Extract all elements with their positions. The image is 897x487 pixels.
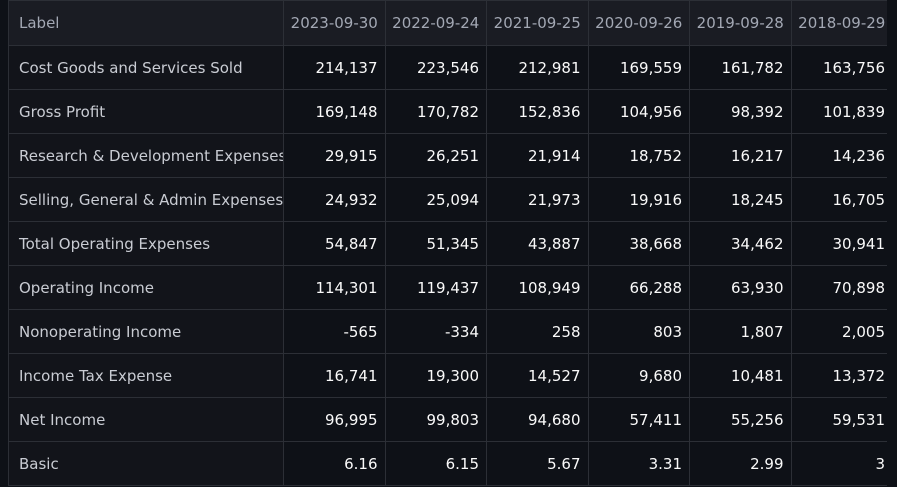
column-header-label[interactable]: Label — [8, 0, 284, 46]
value-cell[interactable]: 214,137 — [283, 45, 386, 90]
column-header-2018[interactable]: 2018-09-29 — [790, 0, 887, 46]
financial-data-table: Label 2023-09-30 2022-09-24 2021-09-25 2… — [8, 0, 887, 486]
value-cell[interactable]: 10,481 — [689, 353, 792, 398]
value-cell[interactable]: 25,094 — [384, 177, 487, 222]
value-cell[interactable]: 34,462 — [689, 221, 792, 266]
value-cell[interactable]: 13,372 — [790, 353, 887, 398]
table-row[interactable]: Nonoperating Income -565 -334 258 803 1,807 2,… — [8, 309, 887, 354]
value-cell[interactable]: 223,546 — [384, 45, 487, 90]
value-cell[interactable]: 18,245 — [689, 177, 792, 222]
value-cell[interactable]: 16,705 — [790, 177, 887, 222]
value-cell[interactable]: 16,217 — [689, 133, 792, 178]
row-label-cell[interactable]: Operating Income — [8, 265, 284, 310]
value-cell[interactable]: 803 — [587, 309, 690, 354]
value-cell[interactable]: 169,148 — [283, 89, 386, 134]
value-cell[interactable]: 30,941 — [790, 221, 887, 266]
value-cell[interactable]: 119,437 — [384, 265, 487, 310]
table-row[interactable]: Selling, General & Admin Expenses 24,932 2… — [8, 177, 887, 222]
value-cell[interactable]: 14,527 — [486, 353, 589, 398]
table-row[interactable]: Income Tax Expense 16,741 19,300 14,527 9,68… — [8, 353, 887, 398]
value-cell[interactable]: 51,345 — [384, 221, 487, 266]
value-cell[interactable]: 43,887 — [486, 221, 589, 266]
table-row[interactable]: Operating Income 114,301 119,437 108,949 66,… — [8, 265, 887, 310]
row-label-cell[interactable]: Research & Development Expenses — [8, 133, 284, 178]
value-cell[interactable]: 21,973 — [486, 177, 589, 222]
value-cell[interactable]: 6.15 — [384, 441, 487, 486]
value-cell[interactable]: 55,256 — [689, 397, 792, 442]
value-cell[interactable]: 54,847 — [283, 221, 386, 266]
value-cell[interactable]: 19,300 — [384, 353, 487, 398]
value-cell[interactable]: 163,756 — [790, 45, 887, 90]
value-cell[interactable]: 21,914 — [486, 133, 589, 178]
value-cell[interactable]: 161,782 — [689, 45, 792, 90]
value-cell[interactable]: 18,752 — [587, 133, 690, 178]
value-cell[interactable]: 101,839 — [790, 89, 887, 134]
value-cell[interactable]: 26,251 — [384, 133, 487, 178]
column-header-2023[interactable]: 2023-09-30 — [283, 0, 386, 46]
value-cell[interactable]: 5.67 — [486, 441, 589, 486]
value-cell[interactable]: 16,741 — [283, 353, 386, 398]
value-cell[interactable]: -565 — [283, 309, 386, 354]
value-cell[interactable]: 99,803 — [384, 397, 487, 442]
value-cell[interactable]: 258 — [486, 309, 589, 354]
value-cell[interactable]: 94,680 — [486, 397, 589, 442]
value-cell[interactable]: 3.31 — [587, 441, 690, 486]
row-label-cell[interactable]: Gross Profit — [8, 89, 284, 134]
row-label-cell[interactable]: Nonoperating Income — [8, 309, 284, 354]
value-cell[interactable]: 212,981 — [486, 45, 589, 90]
value-cell[interactable]: 3 — [790, 441, 887, 486]
value-cell[interactable]: 59,531 — [790, 397, 887, 442]
header-row: Label 2023-09-30 2022-09-24 2021-09-25 2… — [8, 0, 887, 46]
row-label-cell[interactable]: Basic — [8, 441, 284, 486]
value-cell[interactable]: 70,898 — [790, 265, 887, 310]
value-cell[interactable]: 9,680 — [587, 353, 690, 398]
value-cell[interactable]: 169,559 — [587, 45, 690, 90]
table-body: Cost Goods and Services Sold 214,137 223,5… — [8, 45, 887, 486]
value-cell[interactable]: 114,301 — [283, 265, 386, 310]
column-header-2021[interactable]: 2021-09-25 — [486, 0, 589, 46]
value-cell[interactable]: 29,915 — [283, 133, 386, 178]
value-cell[interactable]: 66,288 — [587, 265, 690, 310]
value-cell[interactable]: 24,932 — [283, 177, 386, 222]
value-cell[interactable]: 170,782 — [384, 89, 487, 134]
table-row[interactable]: Gross Profit 169,148 170,782 152,836 104,956… — [8, 89, 887, 134]
table-row[interactable]: Total Operating Expenses 54,847 51,345 43,8… — [8, 221, 887, 266]
value-cell[interactable]: 108,949 — [486, 265, 589, 310]
column-header-2022[interactable]: 2022-09-24 — [384, 0, 487, 46]
value-cell[interactable]: 63,930 — [689, 265, 792, 310]
table-row[interactable]: Research & Development Expenses 29,915 26,… — [8, 133, 887, 178]
table-row[interactable]: Basic 6.16 6.15 5.67 3.31 2.99 3 — [8, 441, 887, 486]
value-cell[interactable]: 6.16 — [283, 441, 386, 486]
value-cell[interactable]: 14,236 — [790, 133, 887, 178]
value-cell[interactable]: 152,836 — [486, 89, 589, 134]
table-row[interactable]: Cost Goods and Services Sold 214,137 223,5… — [8, 45, 887, 90]
value-cell[interactable]: 96,995 — [283, 397, 386, 442]
value-cell[interactable]: 98,392 — [689, 89, 792, 134]
row-label-cell[interactable]: Income Tax Expense — [8, 353, 284, 398]
value-cell[interactable]: 19,916 — [587, 177, 690, 222]
table-row[interactable]: Net Income 96,995 99,803 94,680 57,411 55,256… — [8, 397, 887, 442]
value-cell[interactable]: 1,807 — [689, 309, 792, 354]
value-cell[interactable]: 104,956 — [587, 89, 690, 134]
value-cell[interactable]: 57,411 — [587, 397, 690, 442]
value-cell[interactable]: 2.99 — [689, 441, 792, 486]
value-cell[interactable]: -334 — [384, 309, 487, 354]
row-label-cell[interactable]: Total Operating Expenses — [8, 221, 284, 266]
value-cell[interactable]: 38,668 — [587, 221, 690, 266]
value-cell[interactable]: 2,005 — [790, 309, 887, 354]
column-header-2019[interactable]: 2019-09-28 — [689, 0, 792, 46]
row-label-cell[interactable]: Net Income — [8, 397, 284, 442]
column-header-2020[interactable]: 2020-09-26 — [587, 0, 690, 46]
financial-table-container: Label 2023-09-30 2022-09-24 2021-09-25 2… — [8, 0, 887, 487]
row-label-cell[interactable]: Cost Goods and Services Sold — [8, 45, 284, 90]
row-label-cell[interactable]: Selling, General & Admin Expenses — [8, 177, 284, 222]
